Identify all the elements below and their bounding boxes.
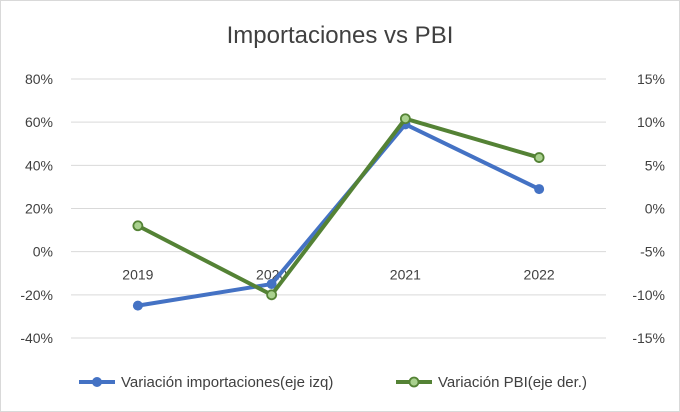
left-tick-label: 40% [25,157,53,173]
legend-label: Variación PBI(eje der.) [438,374,587,391]
legend-swatch-marker [92,377,102,387]
legend-label: Variación importaciones(eje izq) [121,374,333,391]
series-lines [132,113,545,311]
data-point [399,113,411,125]
right-tick-label: 10% [637,114,665,130]
legend-swatch-marker [408,376,420,388]
left-tick-label: 80% [25,71,53,87]
right-tick-label: 0% [645,201,665,217]
data-point [132,220,144,232]
category-label: 2022 [524,267,555,283]
left-tick-label: 20% [25,201,53,217]
category-label: 2020 [256,267,287,283]
category-label: 2021 [390,267,421,283]
x-axis-categories: 2019 2020 2021 2022 [122,267,555,283]
data-point [266,289,278,301]
left-tick-label: -40% [20,330,53,346]
right-tick-label: -10% [632,287,665,303]
left-axis-ticks: 80% 60% 40% 20% 0% -20% -40% [20,71,53,346]
category-label: 2019 [122,267,153,283]
series-line-1 [137,122,540,308]
data-point [266,279,277,290]
right-tick-label: 5% [645,157,665,173]
legend: Variación importaciones(eje izq) Variació… [79,374,587,391]
right-axis-ticks: 15% 10% 5% 0% -5% -10% -15% [632,71,665,346]
data-point [132,300,143,311]
series-line-2 [136,116,540,297]
chart-title: Importaciones vs PBI [227,22,454,49]
data-point [533,152,545,163]
data-point [534,184,545,195]
right-tick-label: -5% [640,244,665,260]
right-tick-label: -15% [632,330,665,346]
left-tick-label: 0% [33,244,53,260]
gridlines [71,78,606,339]
right-tick-label: 15% [637,71,665,87]
left-tick-label: 60% [25,114,53,130]
left-tick-label: -20% [20,287,53,303]
